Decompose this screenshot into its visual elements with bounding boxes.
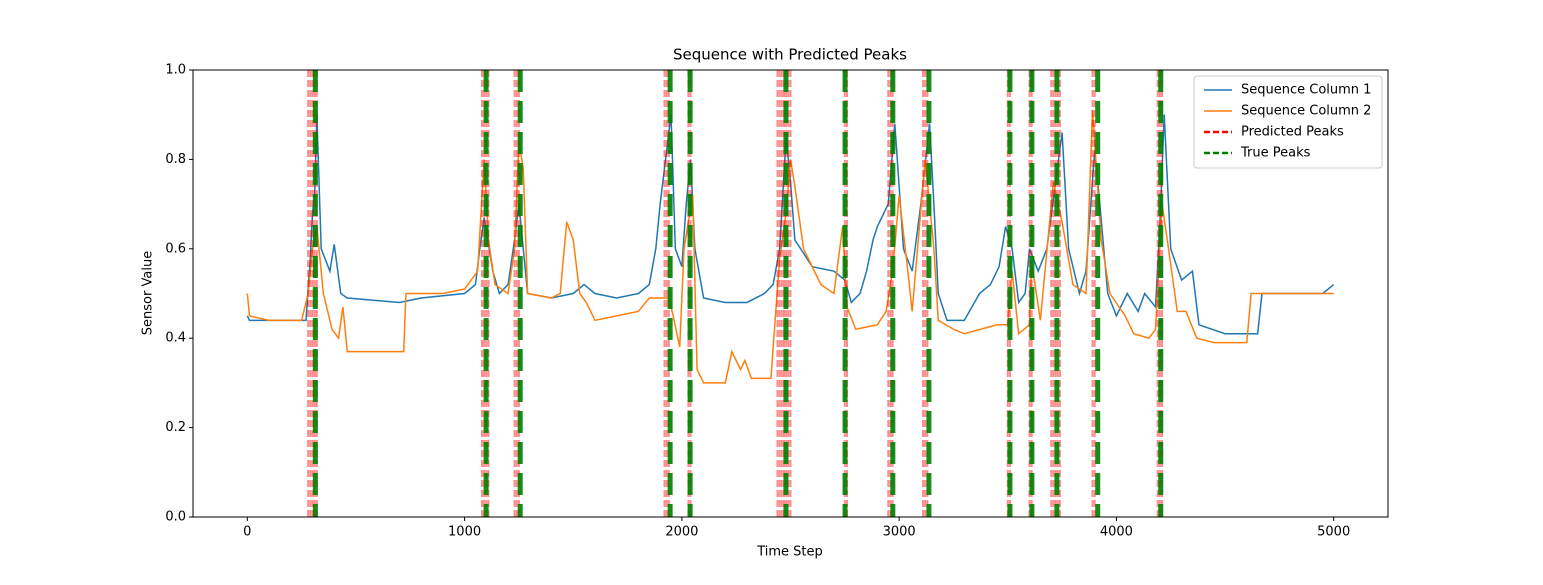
axes-frame [192,69,1389,518]
x-axis-label: Time Step [756,545,823,560]
y-tick-label: 1.0 [165,63,186,78]
data-line [246,114,1335,335]
plot-area [246,70,1335,517]
x-tick-label: 5000 [1317,525,1350,540]
legend-label: True Peaks [1240,146,1311,161]
y-axis-label: Sensor Value [141,251,156,335]
y-tick-label: 0.2 [165,420,186,435]
legend-label: Sequence Column 2 [1241,104,1371,119]
y-tick-label: 0.8 [165,152,186,167]
legend: Sequence Column 1 Sequence Column 2 Predic… [1193,75,1383,169]
legend-label: Predicted Peaks [1241,125,1344,140]
x-tick-label: 4000 [1100,525,1133,540]
data-line [246,110,1334,384]
chart-title: Sequence with Predicted Peaks [673,46,907,64]
legend-label: Sequence Column 1 [1241,83,1371,98]
x-tick-label: 0 [243,525,251,540]
x-tick-label: 3000 [883,525,916,540]
y-tick-label: 0.6 [165,241,186,256]
x-tick-label: 2000 [665,525,698,540]
x-tick-label: 1000 [448,525,481,540]
y-tick-label: 0.0 [165,510,186,525]
legend-box [1193,75,1383,169]
y-tick-label: 0.4 [165,331,186,346]
